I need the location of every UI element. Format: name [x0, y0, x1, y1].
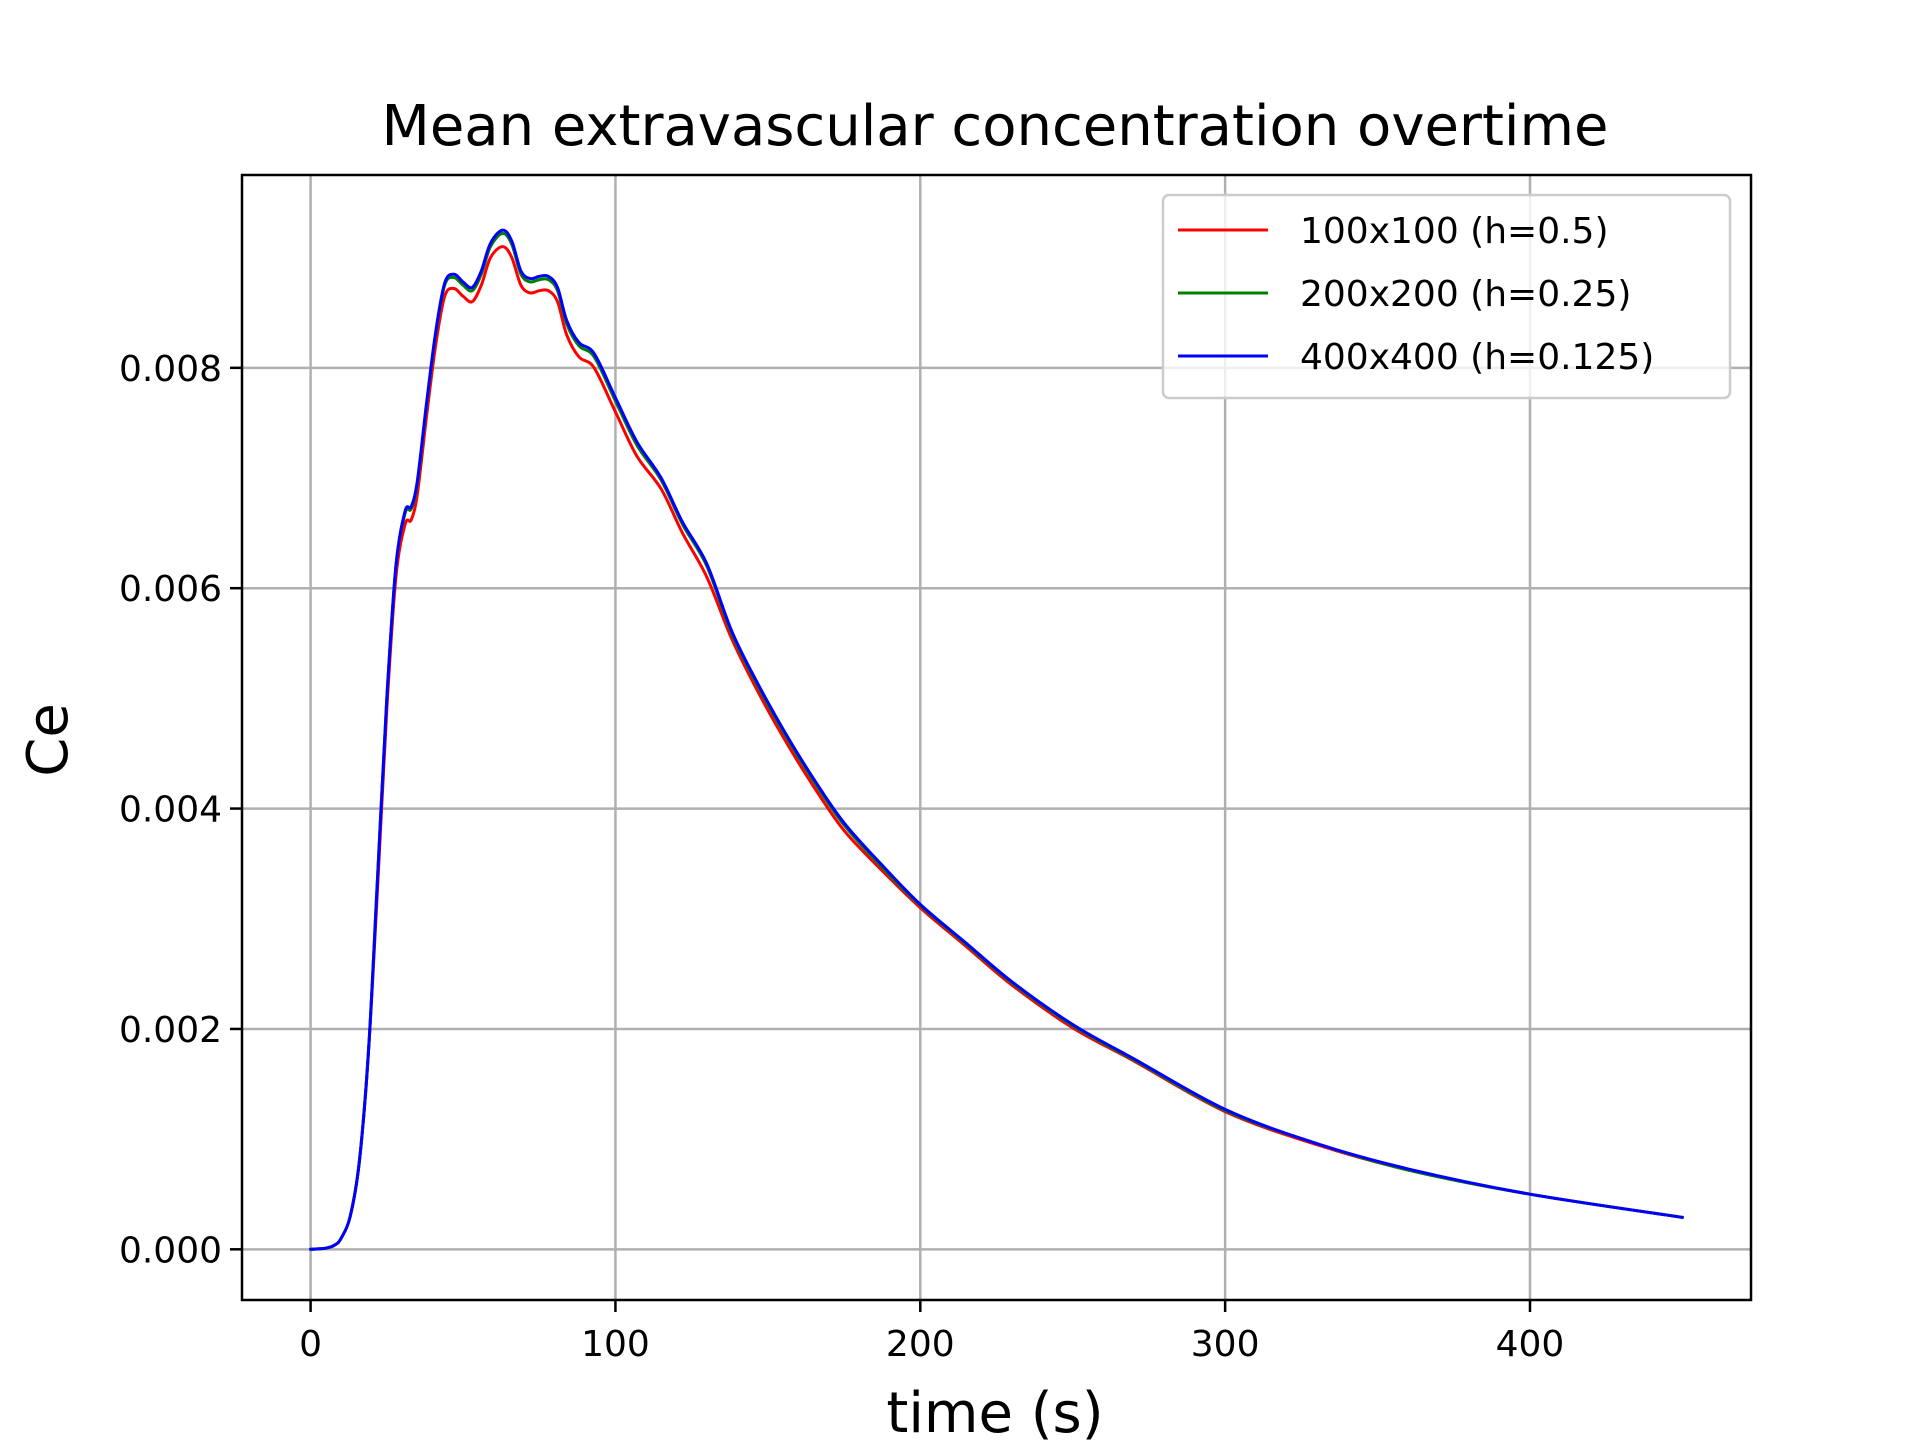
series-line-3 [309, 228, 1684, 1251]
legend-label: 400x400 (h=0.125) [1300, 337, 1654, 378]
x-tick-label: 400 [1496, 1324, 1565, 1365]
x-axis-label: time (s) [886, 1381, 1103, 1440]
series-lines [309, 228, 1684, 1251]
y-tick-label: 0.002 [119, 1010, 222, 1051]
chart-title: Mean extravascular concentration overtim… [382, 94, 1609, 159]
y-axis-label: Ce [16, 703, 81, 777]
legend-entries: 100x100 (h=0.5) 200x200 (h=0.25) 400x400 (… [1178, 211, 1654, 378]
x-tick-label: 100 [581, 1324, 650, 1365]
x-tick-label: 200 [886, 1324, 955, 1365]
legend-label: 100x100 (h=0.5) [1300, 211, 1609, 252]
axis-ticks: 0 100 200 300 400 0.000 0.002 0.004 0.006 0.008 [119, 349, 1564, 1365]
y-tick-label: 0.000 [119, 1230, 222, 1271]
y-tick-label: 0.006 [119, 569, 222, 610]
y-tick-label: 0.008 [119, 349, 222, 390]
x-tick-label: 0 [299, 1324, 322, 1365]
plot-frame [240, 173, 1753, 1302]
x-tick-label: 300 [1191, 1324, 1260, 1365]
legend-label: 200x200 (h=0.25) [1300, 274, 1631, 315]
y-tick-label: 0.004 [119, 790, 222, 831]
legend-box [1161, 193, 1732, 400]
legend: 100x100 (h=0.5) 200x200 (h=0.25) 400x400 (… [1161, 193, 1732, 400]
